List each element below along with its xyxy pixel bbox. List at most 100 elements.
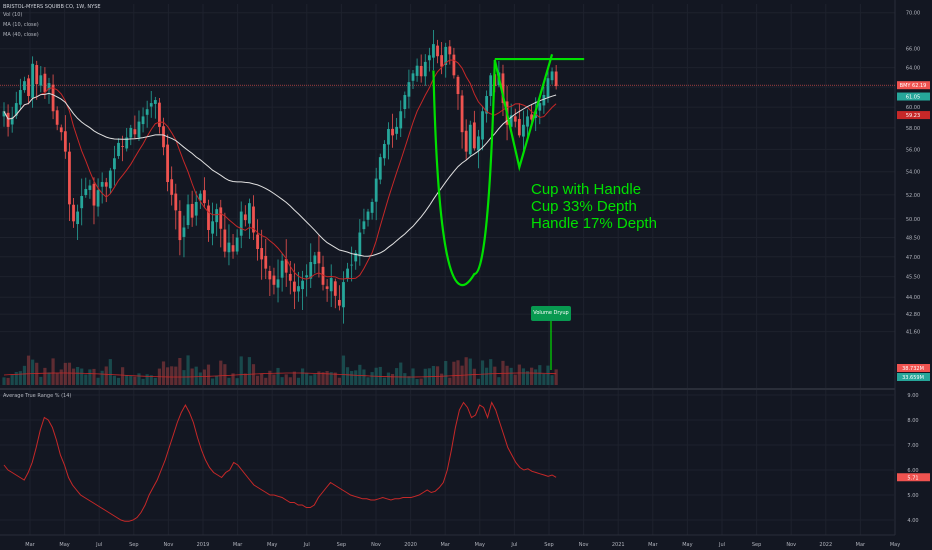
candle-body [382,143,386,159]
candle-body [415,65,419,76]
volume-bar [202,369,207,385]
candle-body [321,266,325,285]
volume-bar [280,377,284,385]
candle-body [440,55,444,67]
pattern-annotation: Cup with Handle Cup 33% Depth Handle 17%… [531,181,657,232]
last-price-tag-bg [897,81,930,90]
candle-body [141,116,145,125]
indicator-ma-40[interactable]: MA (40, close) [3,32,39,38]
candle-body [125,137,129,149]
volume-bar [104,366,108,385]
volume-bar [550,375,554,385]
volume-bar [407,376,411,385]
price-tick-label: 41.60 [906,330,920,336]
price-tick-label: 52.00 [906,193,920,199]
volume-bar [161,361,166,385]
candle-body [284,259,288,273]
ma-fast-tag: 59.23 [906,113,920,119]
price-tick-label: 64.00 [906,66,920,72]
candle-body [530,114,534,120]
atr-tick-label: 8.00 [907,418,918,424]
candle-body [297,286,300,292]
volume-bar [235,378,239,385]
candle-body [337,299,341,306]
candle-body [427,55,431,61]
candle-body [92,183,96,206]
volume-bar [317,371,321,385]
time-tick-label: 2022 [819,542,832,548]
atr-title[interactable]: Average True Range % (14) [3,393,72,399]
volume-bar [419,378,423,385]
candle-body [23,81,26,91]
price-tick-label: 56.00 [906,147,920,153]
volume-bar [485,367,489,385]
atr-tick-label: 5.00 [907,493,918,499]
indicator-vol[interactable]: Vol (10) [3,12,23,18]
candle-body [342,282,345,308]
volume-bar [521,368,526,385]
candle-body [137,121,141,138]
grid-lines [0,0,896,536]
time-tick-label: 2020 [404,542,417,548]
volume-bar [84,374,88,385]
handle-outline [493,54,554,172]
volume-bar [309,375,313,385]
volume-bar [440,373,444,385]
candle-body [554,71,558,87]
candle-body [411,73,415,81]
indicator-ma-10[interactable]: MA (10, close) [3,22,39,28]
time-tick-label: Mar [648,542,658,548]
time-tick-label: Sep [544,542,553,548]
candle-body [72,204,75,222]
time-tick-label: 2021 [612,542,625,548]
volume-bar [350,371,354,385]
time-axis: Mar May Jul Sep Nov 2019 Mar May Jul Sep Nov 2020 Ma… [25,542,900,548]
candle-body [346,268,349,280]
volume-bar [431,365,436,385]
candle-body [108,170,112,189]
volume-bar [255,375,260,385]
volume-bar [174,366,178,385]
moving-averages [3,59,557,280]
volume-bar [390,373,395,385]
volume-bar [88,369,92,385]
candle-body [129,127,133,138]
candle-body [309,262,313,279]
candle-body [522,124,525,137]
volume-bar [43,367,47,385]
candle-body [391,128,394,136]
candle-body [186,204,190,226]
candle-body [276,279,280,288]
candle-body [370,201,374,213]
volume-bar [313,374,317,385]
volume-bar [247,357,251,385]
price-tick-label: 60.00 [906,105,920,111]
volume-bar [525,371,530,385]
volume-bar [6,377,10,385]
candle-body [121,146,125,147]
volume-bar [497,377,501,385]
candle-body [133,129,137,135]
candle-body [203,190,206,204]
candle-body [31,63,35,98]
annotation-line-1: Cup with Handle [531,181,642,198]
volume-bar [264,377,268,385]
candle-body [268,270,272,280]
candle-body [158,102,161,127]
ma-fast-tag-bg [897,111,930,120]
volume-bar [534,369,538,385]
candle-body [260,248,264,260]
candle-body [538,103,542,111]
candle-body [378,157,382,180]
candle-body [162,126,165,148]
volume-bar [121,367,125,385]
atr-tick-label: 4.00 [907,518,918,524]
candle-body [436,45,439,57]
volume-bar [517,364,521,385]
volume-bar [10,375,14,385]
time-tick-label: Sep [129,542,138,548]
volume-bar [149,375,153,385]
candle-body [526,116,529,127]
volume-bar [325,371,329,385]
